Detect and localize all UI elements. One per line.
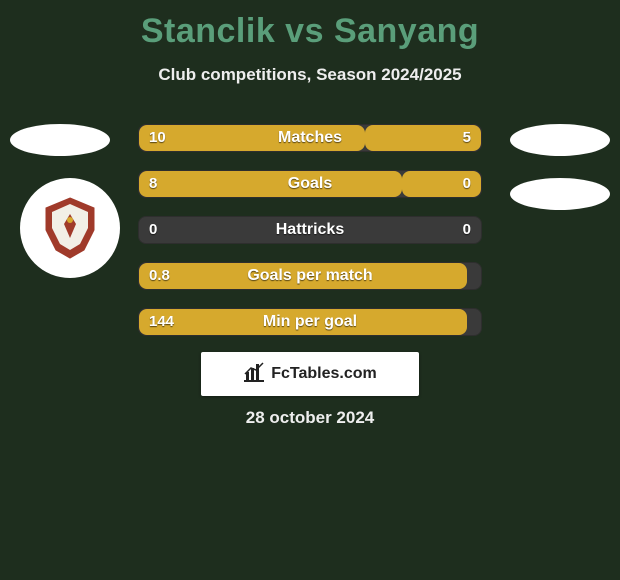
page-title: Stanclik vs Sanyang [0,12,620,51]
brand-plate[interactable]: FcTables.com [201,352,419,396]
snapshot-date: 28 october 2024 [0,408,620,428]
stat-label: Matches [139,125,481,151]
stat-label: Min per goal [139,309,481,335]
avatar-placeholder-left-1 [10,124,110,156]
stat-row: 10 Matches 5 [138,124,482,152]
comparison-rows: 10 Matches 5 8 Goals 0 0 Hattricks 0 0.8… [138,124,482,354]
chart-icon [243,362,265,387]
club-badge-left [20,178,120,278]
avatar-placeholder-right-1 [510,124,610,156]
avatar-placeholder-right-2 [510,178,610,210]
stat-row: 0 Hattricks 0 [138,216,482,244]
stat-row: 144 Min per goal [138,308,482,336]
stat-value-right: 5 [463,125,471,151]
stat-label: Hattricks [139,217,481,243]
stat-value-right: 0 [463,217,471,243]
stat-row: 8 Goals 0 [138,170,482,198]
club-shield-icon [36,194,104,262]
stat-value-right: 0 [463,171,471,197]
stat-label: Goals [139,171,481,197]
page-subtitle: Club competitions, Season 2024/2025 [0,65,620,85]
brand-text: FcTables.com [271,365,377,383]
stat-row: 0.8 Goals per match [138,262,482,290]
stat-label: Goals per match [139,263,481,289]
